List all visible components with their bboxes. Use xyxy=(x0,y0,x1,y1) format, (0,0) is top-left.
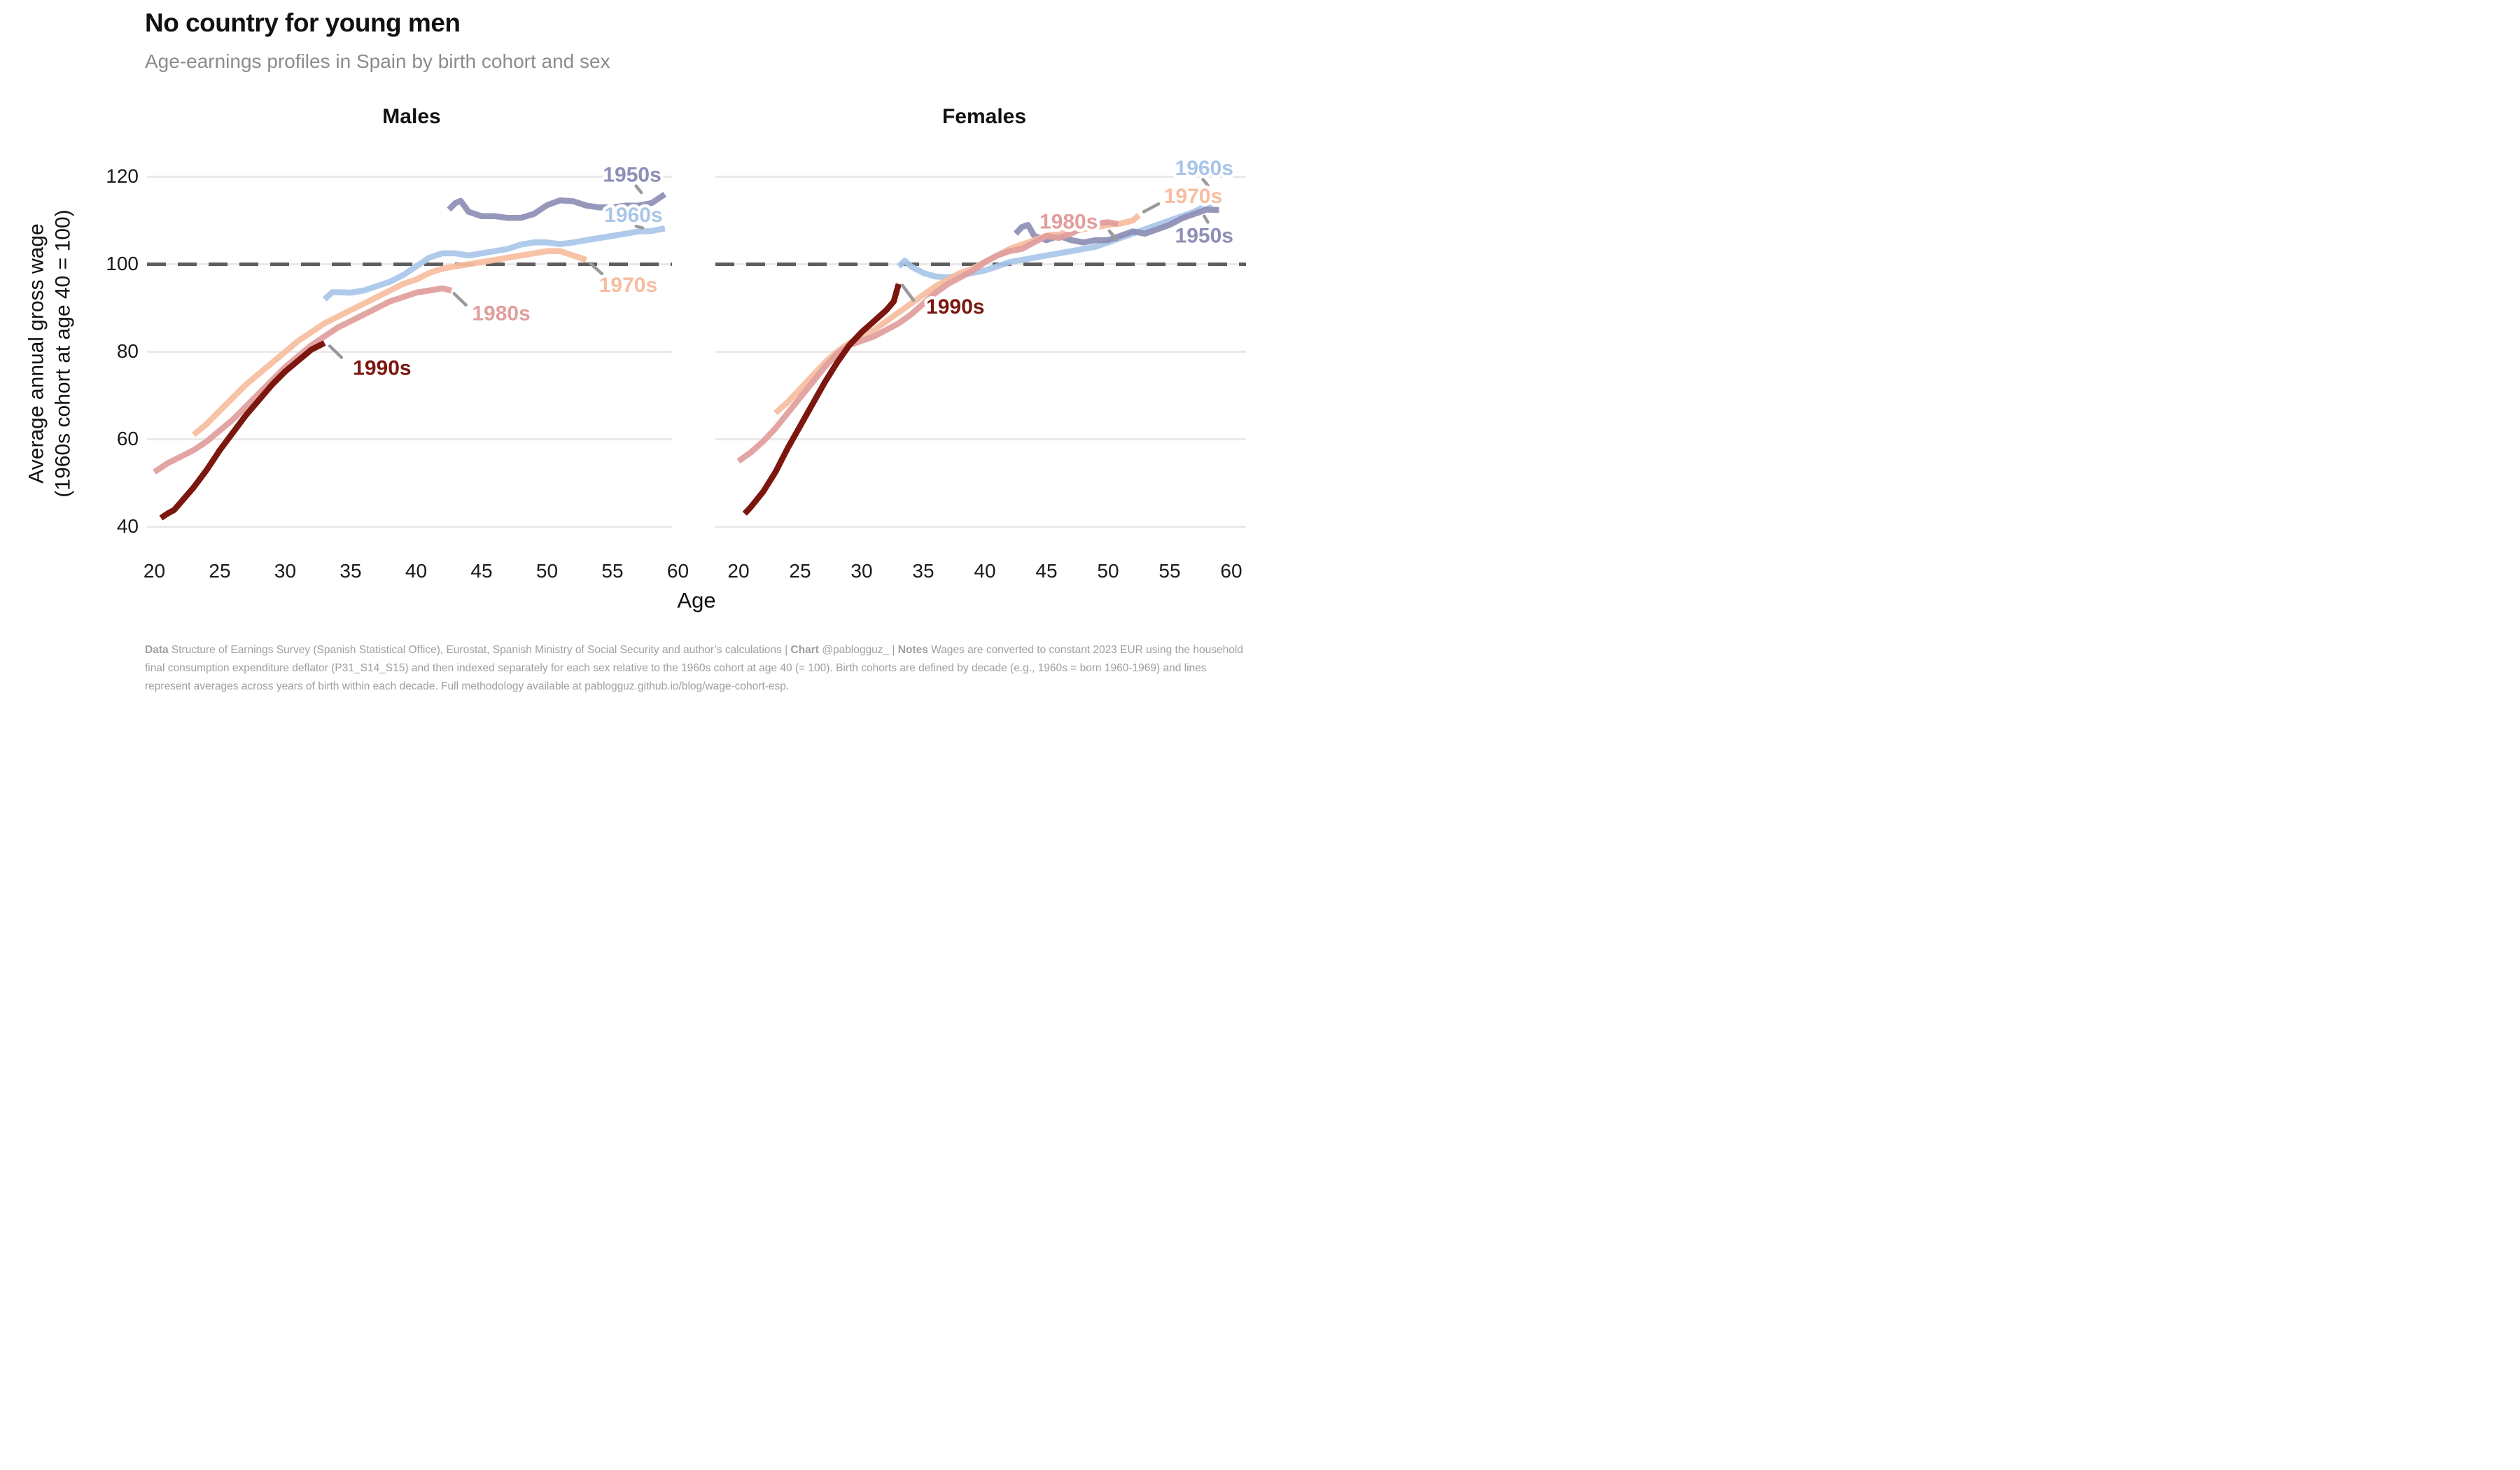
series-label-1980s: 1980s xyxy=(1040,210,1098,233)
footnote-text: Wages are converted to constant 2023 EUR… xyxy=(145,644,1243,693)
leader-1960s xyxy=(1201,178,1210,188)
footnote: Data Structure of Earnings Survey (Spani… xyxy=(145,641,1244,696)
x-tick-females-55: 55 xyxy=(1158,560,1181,582)
y-tick-100: 100 xyxy=(106,252,139,274)
x-tick-males-40: 40 xyxy=(405,560,428,582)
x-tick-females-40: 40 xyxy=(974,560,996,582)
footnote-keyword: Notes xyxy=(897,644,928,656)
line-1990s-males xyxy=(159,340,326,521)
series-label-1960s: 1960s xyxy=(1175,157,1233,180)
line-1960s-females xyxy=(896,197,1220,281)
x-tick-males-45: 45 xyxy=(470,560,493,582)
y-tick-60: 60 xyxy=(116,427,139,449)
leader-1970s xyxy=(588,262,604,276)
series-label-1950s: 1950s xyxy=(1175,224,1233,247)
leader-1950s xyxy=(1203,214,1210,224)
leader-1970s xyxy=(1142,202,1161,214)
chart-page: No country for young men Age-earnings pr… xyxy=(0,0,1260,735)
series-label-1950s: 1950s xyxy=(603,163,661,186)
series-label-1990s: 1990s xyxy=(926,295,984,318)
page-subtitle: Age-earnings profiles in Spain by birth … xyxy=(145,50,610,72)
line-1980s-males xyxy=(153,285,452,475)
leader-1990s xyxy=(328,344,344,359)
x-tick-males-20: 20 xyxy=(143,560,166,582)
males-chart: 1960s 1950s 1970s 1980s 1990s xyxy=(147,160,672,528)
leader-1980s xyxy=(1107,229,1119,241)
x-tick-females-45: 45 xyxy=(1035,560,1058,582)
x-tick-males-55: 55 xyxy=(601,560,624,582)
x-tick-females-35: 35 xyxy=(912,560,934,582)
x-tick-males-25: 25 xyxy=(209,560,231,582)
line-1980s-females xyxy=(736,219,1119,464)
x-tick-males-35: 35 xyxy=(340,560,362,582)
y-tick-120: 120 xyxy=(106,164,139,187)
leader-1980s xyxy=(452,292,468,307)
series-label-1970s: 1970s xyxy=(1164,185,1222,208)
line-1950s-males xyxy=(447,191,667,221)
series-label-1980s: 1980s xyxy=(472,302,530,326)
line-1960s-males xyxy=(322,225,666,302)
series-label-1990s: 1990s xyxy=(353,357,411,380)
line-1990s-females xyxy=(742,283,902,516)
y-tick-80: 80 xyxy=(116,340,139,362)
x-axis-label: Age xyxy=(677,588,716,612)
page-title: No country for young men xyxy=(145,8,461,37)
x-tick-females-20: 20 xyxy=(727,560,750,582)
leader-1960s xyxy=(634,224,645,230)
series-label-1970s: 1970s xyxy=(599,274,657,297)
females-chart: 1960s 1950s 1970s 1980s 1990s xyxy=(715,154,1246,528)
leader-1990s xyxy=(900,284,916,302)
x-tick-males-50: 50 xyxy=(536,560,559,582)
x-tick-females-60: 60 xyxy=(1220,560,1242,582)
series-label-1960s: 1960s xyxy=(604,204,662,227)
line-1970s-males xyxy=(191,248,587,438)
x-tick-males-30: 30 xyxy=(274,560,297,582)
y-tick-40: 40 xyxy=(116,514,139,537)
footnote-text: Structure of Earnings Survey (Spanish St… xyxy=(168,644,791,656)
footnote-keyword: Chart xyxy=(790,644,819,656)
leader-1950s xyxy=(634,184,643,195)
x-tick-females-50: 50 xyxy=(1097,560,1119,582)
panel-title-females: Females xyxy=(941,105,1027,128)
x-tick-males-60: 60 xyxy=(666,560,690,582)
x-tick-females-30: 30 xyxy=(850,560,873,582)
footnote-keyword: Data xyxy=(145,644,169,656)
line-1950s-females xyxy=(1013,206,1219,246)
x-tick-females-25: 25 xyxy=(789,560,811,582)
footnote-text: @pablogguz_ | xyxy=(818,644,898,656)
panel-title-males: Males xyxy=(382,105,441,128)
